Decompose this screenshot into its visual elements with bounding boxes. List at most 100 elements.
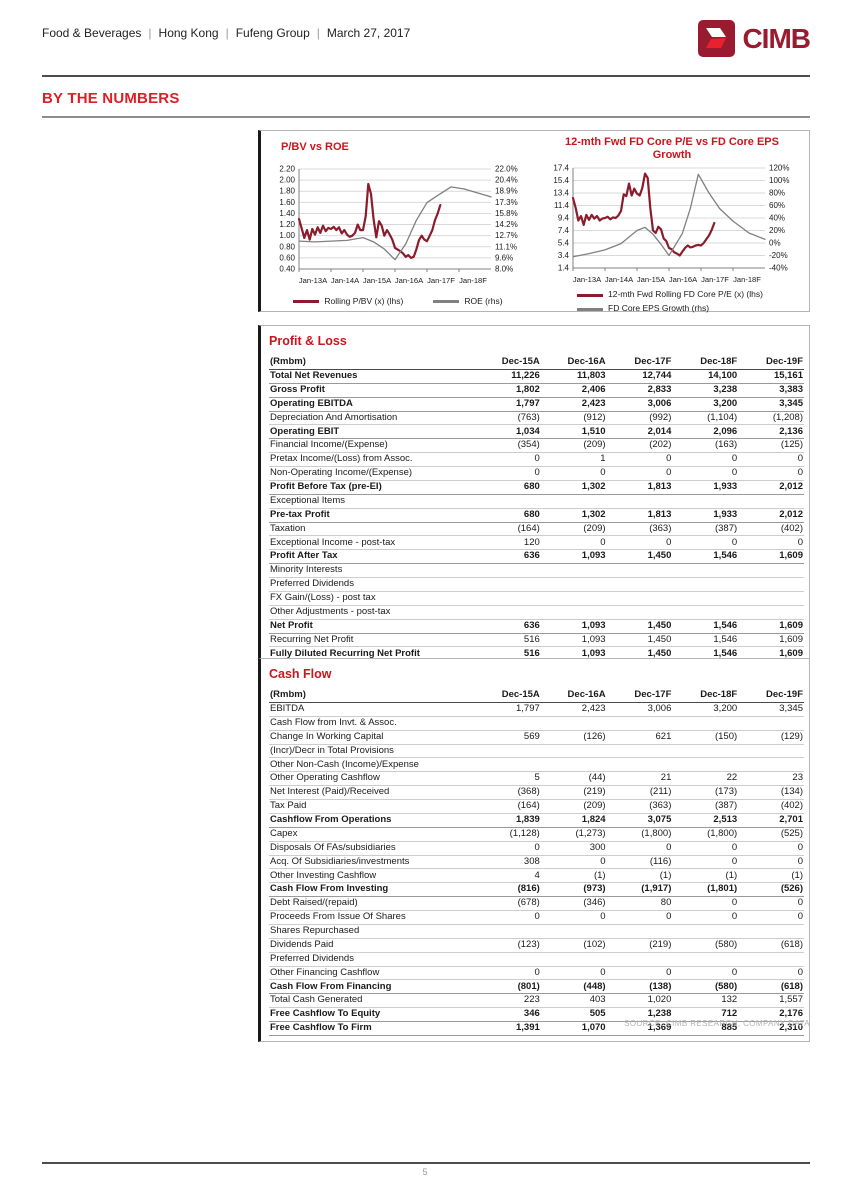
table-row: Other Non-Cash (Income)/Expense: [269, 757, 804, 773]
table-cell: 0: [672, 466, 739, 481]
table-cell: 885: [672, 1021, 739, 1036]
breadcrumb-region: Hong Kong: [158, 26, 219, 40]
cimb-logo-text: CIMB: [742, 22, 811, 54]
table-cell: 680: [474, 508, 541, 523]
table-cell: 1,557: [738, 993, 804, 1009]
table-row: Other Adjustments - post-tax: [269, 605, 804, 620]
svg-text:Jan-18F: Jan-18F: [733, 275, 761, 284]
table-row: Financial Income/(Expense) (354) (209) (202…: [269, 438, 804, 454]
svg-text:-20%: -20%: [769, 251, 788, 260]
table-cell: 1,070: [540, 1021, 607, 1036]
table-cell: [540, 952, 607, 967]
table-row: Dividends Paid (123) (102) (219) (580) (618): [269, 938, 804, 953]
table-cell: [474, 591, 541, 606]
table-row: Pre-tax Profit 680 1,302 1,813 1,933 2,012: [269, 508, 804, 523]
table-cell: 0: [540, 535, 607, 551]
svg-text:17.3%: 17.3%: [495, 198, 518, 207]
table-row: Change In Working Capital 569 (126) 621 (150…: [269, 730, 804, 745]
table-cell: (992): [606, 411, 673, 426]
column-header: Dec-16A: [540, 689, 607, 703]
table-cell: [606, 952, 673, 967]
table-cell: 0: [606, 452, 673, 467]
profit-loss-section: Profit & Loss (Rmbm) Dec-15A Dec-16A Dec-17…: [258, 325, 810, 668]
table-row: Operating EBIT 1,034 1,510 2,014 2,096 2,136: [269, 424, 804, 440]
table-cell: 0: [672, 855, 739, 870]
table-cell: 2,310: [738, 1021, 804, 1036]
pe-eps-growth-chart: 12-mth Fwd FD Core P/E vs FD Core EPS Gr…: [535, 131, 809, 313]
svg-text:5.4: 5.4: [558, 239, 570, 248]
chart-plot-host: 17.4 120% 15.4 100% 13.4 80% 11.4 60% 9.4 40% 7.4 2…: [535, 162, 809, 286]
table-cell: [672, 605, 739, 620]
svg-text:Jan-14A: Jan-14A: [605, 275, 634, 284]
table-cell: [474, 494, 541, 509]
chart-legend: Rolling P/BV (x) (lhs) ROE (rhs): [261, 296, 535, 306]
table-cell: 0: [738, 452, 804, 467]
table-cell: (368): [474, 785, 541, 800]
svg-text:13.4: 13.4: [553, 189, 569, 198]
table-cell: 0: [540, 466, 607, 481]
table-cell: (116): [606, 855, 673, 870]
unit-label: (Rmbm): [269, 689, 475, 703]
table-cell: (912): [540, 411, 607, 426]
row-label: Tax Paid: [269, 799, 475, 814]
table-cell: 403: [540, 993, 607, 1009]
table-row: Proceeds From Issue Of Shares 0 0 0 0 0: [269, 910, 804, 925]
table-cell: [672, 744, 739, 759]
table-cell: 0: [738, 466, 804, 481]
table-cell: [474, 757, 541, 773]
table-row: Non-Operating Income/(Expense) 0 0 0 0 0: [269, 466, 804, 481]
table-cell: 2,136: [738, 424, 804, 440]
column-header: Dec-19F: [738, 356, 804, 370]
column-header: Dec-15A: [474, 356, 541, 370]
charts-panel: P/BV vs ROE 2.20 22.0% 2.00 20.4% 1.80 18.9% 1…: [258, 130, 810, 313]
table-cell: 1,546: [672, 619, 739, 634]
table-cell: (1,800): [672, 827, 739, 842]
table-cell: [672, 563, 739, 578]
row-label: Acq. Of Subsidiaries/investments: [269, 855, 475, 870]
table-row: Cash Flow From Investing (816) (973) (1,917…: [269, 882, 804, 898]
legend-line-swatch: [577, 307, 603, 311]
breadcrumb-separator: |: [148, 26, 152, 40]
table-cell: [540, 563, 607, 578]
table-cell: [672, 577, 739, 592]
row-label: Profit Before Tax (pre-EI): [269, 480, 475, 495]
table-cell: [672, 757, 739, 773]
table-cell: 2,513: [672, 813, 739, 828]
table-cell: (402): [738, 799, 804, 814]
financial-table: (Rmbm) Dec-15A Dec-16A Dec-17F Dec-18F Dec-19…: [269, 689, 804, 1036]
row-label: Other Financing Cashflow: [269, 966, 475, 981]
table-row: Exceptional Items: [269, 494, 804, 509]
table-cell: 2,014: [606, 424, 673, 440]
table-cell: [738, 716, 804, 731]
row-label: Cash Flow From Financing: [269, 979, 475, 995]
table-cell: (209): [540, 522, 607, 537]
row-label: Operating EBITDA: [269, 397, 475, 412]
svg-text:1.40: 1.40: [279, 209, 295, 218]
svg-text:0.80: 0.80: [279, 242, 295, 251]
table-cell: 0: [672, 896, 739, 911]
svg-text:Jan-16A: Jan-16A: [669, 275, 698, 284]
row-label: Shares Repurchased: [269, 924, 475, 939]
svg-text:12.7%: 12.7%: [495, 231, 518, 240]
row-label: Other Investing Cashflow: [269, 868, 475, 884]
table-title: Profit & Loss: [269, 334, 347, 348]
table-cell: 0: [474, 910, 541, 925]
row-label: Dividends Paid: [269, 938, 475, 953]
row-label: FX Gain/(Loss) - post tax: [269, 591, 475, 606]
table-cell: 0: [672, 841, 739, 856]
breadcrumb-company: Fufeng Group: [235, 26, 310, 40]
legend-item: ROE (rhs): [433, 296, 503, 306]
table-cell: 2,096: [672, 424, 739, 440]
table-row: Operating EBITDA 1,797 2,423 3,006 3,200 3,34…: [269, 397, 804, 412]
table-cell: 0: [606, 841, 673, 856]
table-cell: 0: [474, 452, 541, 467]
table-cell: [606, 744, 673, 759]
svg-text:14.2%: 14.2%: [495, 220, 518, 229]
table-row: FX Gain/(Loss) - post tax: [269, 591, 804, 606]
table-row: Debt Raised/(repaid) (678) (346) 80 0 0: [269, 896, 804, 911]
table-cell: [540, 744, 607, 759]
table-cell: 23: [738, 771, 804, 787]
table-cell: [672, 924, 739, 939]
column-header: Dec-15A: [474, 689, 541, 703]
